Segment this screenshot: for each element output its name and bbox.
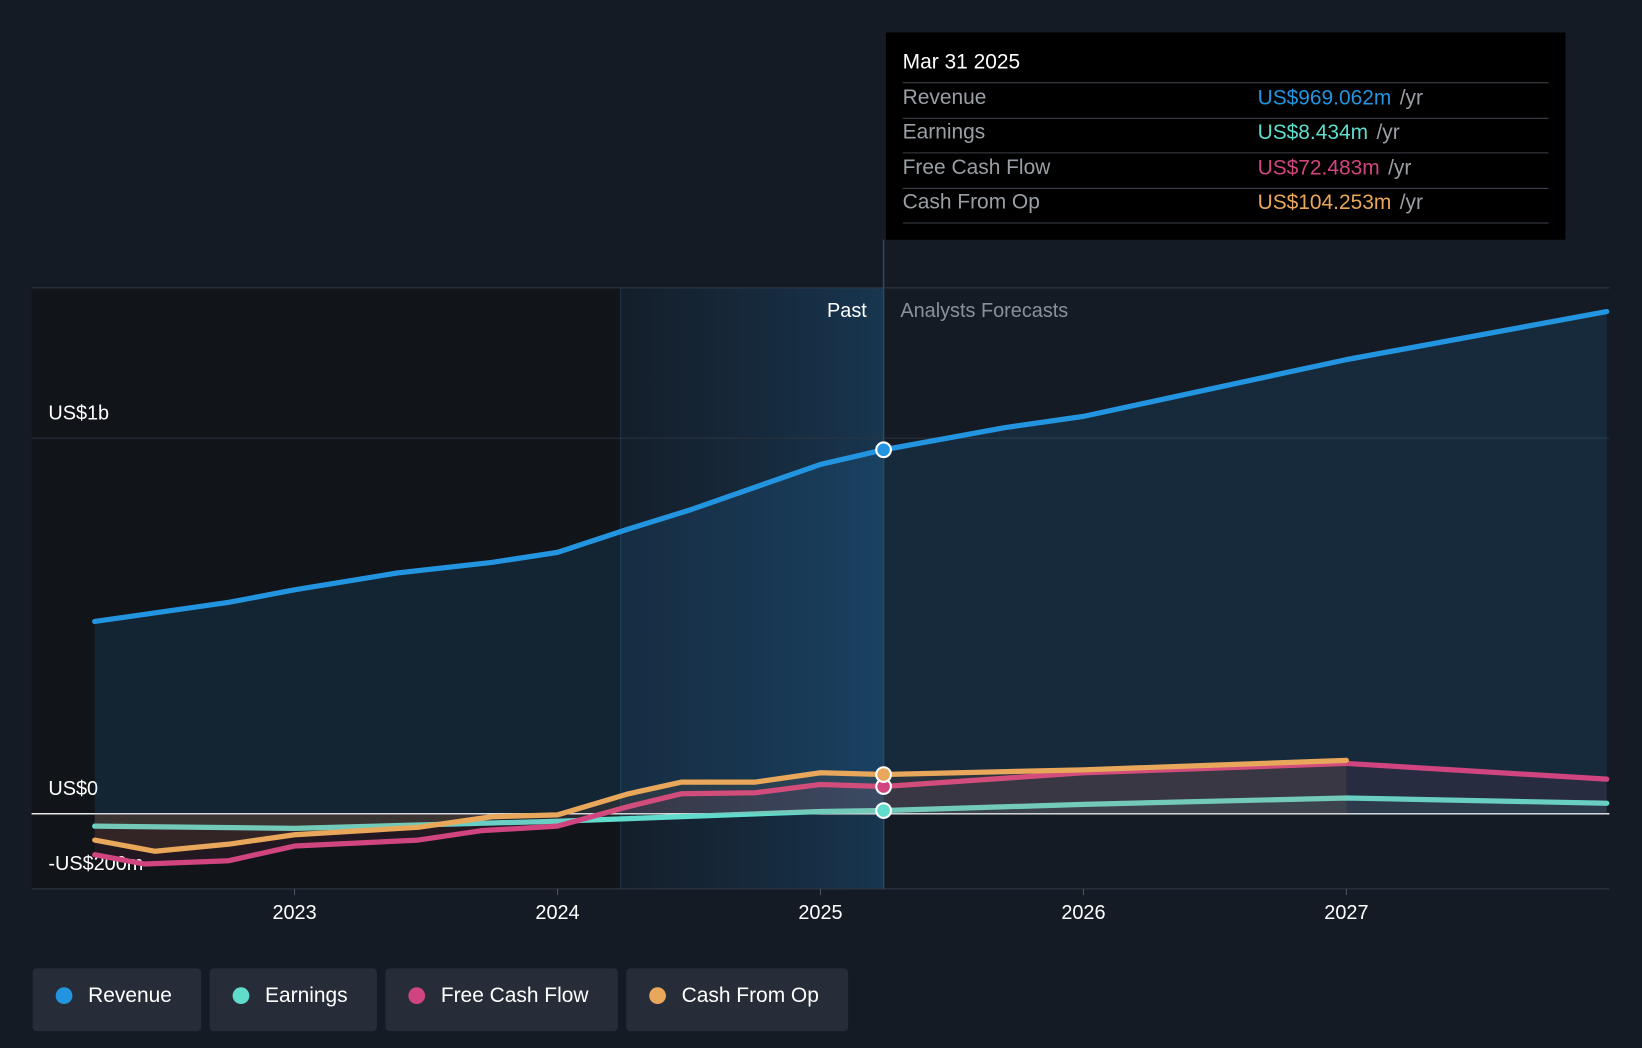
legend-swatch: [649, 987, 666, 1005]
tooltip-row-label: Revenue: [903, 86, 987, 109]
legend-button: [385, 968, 618, 1032]
x-tick-label: 2025: [798, 902, 842, 924]
legend-button: [626, 968, 849, 1032]
series-area: [94, 760, 1347, 852]
tooltip-value: US$969.062m: [1258, 86, 1392, 109]
tooltip-unit: /yr: [1388, 156, 1411, 179]
series-line: [92, 308, 1610, 625]
series-area: [94, 763, 1607, 865]
tooltip-row-label: Cash From Op: [903, 191, 1040, 214]
legend-label: Cash From Op: [682, 984, 819, 1007]
tooltip-row-value: US$969.062m/yr: [1258, 86, 1423, 109]
tooltip-date: Mar 31 2025: [903, 50, 1020, 73]
tooltip-box: [885, 32, 1566, 240]
tooltip: Mar 31 2025 Revenue US$969.062m/yr Earnings…: [885, 32, 1566, 240]
tooltip-unit: /yr: [1400, 191, 1423, 214]
y-tick-label: US$0: [48, 778, 98, 800]
past-highlight: [620, 287, 884, 889]
tooltip-row-value: US$104.253m/yr: [1258, 191, 1423, 214]
tooltip-value: US$104.253m: [1258, 191, 1392, 214]
tooltip-row-value: US$72.483m/yr: [1258, 156, 1412, 179]
x-tick-label: 2026: [1061, 902, 1105, 924]
legend-item[interactable]: Revenue: [32, 968, 202, 1032]
x-tick-label: 2024: [535, 902, 579, 924]
x-tick-label: 2023: [272, 902, 316, 924]
legend-item[interactable]: Earnings: [209, 968, 377, 1032]
legend-swatch: [55, 987, 73, 1005]
tooltip-unit: /yr: [1400, 86, 1423, 109]
y-tick-label: US$1b: [48, 402, 109, 424]
forecast-label: Analysts Forecasts: [900, 300, 1068, 322]
legend-swatch: [232, 987, 250, 1005]
legend-swatch: [408, 987, 426, 1005]
highlight-point: [875, 802, 892, 819]
tooltip-row-value: US$8.434m/yr: [1258, 120, 1400, 143]
highlight-point: [875, 766, 892, 783]
series-line: [92, 795, 1610, 831]
x-tick-label: 2027: [1324, 902, 1368, 924]
legend-item[interactable]: Cash From Op: [626, 968, 849, 1032]
series-line: [92, 757, 1349, 854]
tooltip-value: US$72.483m: [1258, 156, 1380, 179]
tooltip-value: US$8.434m: [1258, 120, 1368, 143]
tooltip-row-label: Free Cash Flow: [903, 156, 1052, 179]
legend-button: [32, 968, 202, 1032]
tooltip-row-label: Earnings: [903, 120, 986, 143]
tooltip-unit: /yr: [1376, 120, 1399, 143]
legend-item[interactable]: Free Cash Flow: [385, 968, 618, 1032]
legend-label: Earnings: [265, 984, 348, 1007]
past-label: Past: [827, 300, 867, 322]
legend-button: [209, 968, 377, 1032]
series-line: [92, 760, 1610, 867]
legend-label: Revenue: [88, 984, 172, 1007]
past-region: [31, 287, 621, 889]
legend-label: Free Cash Flow: [441, 984, 590, 1007]
highlight-point: [875, 441, 892, 459]
series-area: [94, 311, 1607, 814]
